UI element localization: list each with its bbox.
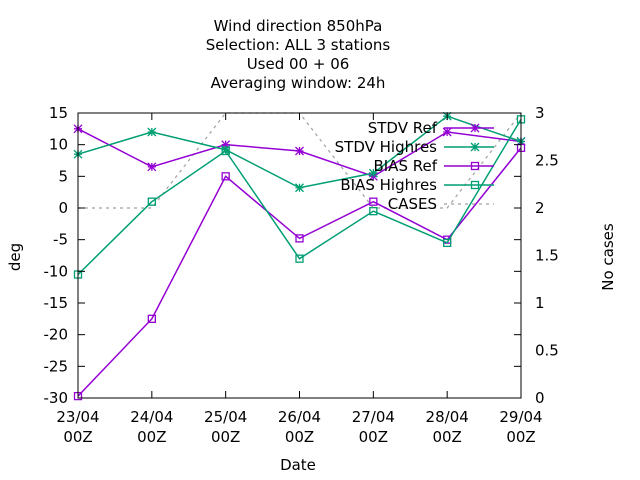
y-tick-label: -15 xyxy=(44,294,69,312)
square-marker xyxy=(295,234,304,243)
legend-label: BIAS Ref xyxy=(373,157,437,175)
x-tick-label: 00Z xyxy=(285,428,314,446)
star-marker xyxy=(295,183,304,193)
square-marker xyxy=(443,238,452,247)
x-tick-label: 28/04 xyxy=(426,408,469,426)
star-marker xyxy=(221,140,231,150)
y-tick-label: -20 xyxy=(44,326,69,344)
series-group xyxy=(73,111,526,401)
y-tick-label: 5 xyxy=(58,167,68,185)
x-tick-label: 24/04 xyxy=(130,408,173,426)
star-marker xyxy=(470,142,480,152)
square-marker xyxy=(147,197,156,206)
title-line: Selection: ALL 3 stations xyxy=(206,36,391,54)
star-marker xyxy=(147,127,157,137)
axes: 15 10 5 0 -5 -10 -15 -20 -25 -30 3 2.5 2 1.5 1 0.5 0 23/0… xyxy=(44,104,559,446)
x-tick-label: 00Z xyxy=(506,428,535,446)
star-marker xyxy=(147,162,157,172)
y2-tick-label: 0.5 xyxy=(535,342,559,360)
x-tick-label: 23/04 xyxy=(56,408,99,426)
legend-label: CASES xyxy=(388,195,437,213)
title-line: Used 00 + 06 xyxy=(247,55,350,73)
square-marker xyxy=(369,207,378,216)
y-axis-label: deg xyxy=(6,243,24,271)
y-tick-label: 10 xyxy=(49,136,68,154)
y2-tick-label: 2 xyxy=(535,199,545,217)
series-bias-ref xyxy=(73,143,526,401)
y2-tick-label: 0 xyxy=(535,389,545,407)
star-marker xyxy=(470,123,480,133)
series-stdv-ref xyxy=(73,124,526,181)
x-tick-label: 00Z xyxy=(137,428,166,446)
square-marker xyxy=(147,314,156,323)
x-tick-label: 00Z xyxy=(211,428,240,446)
x-axis-label: Date xyxy=(280,456,316,474)
y-tick-label: 15 xyxy=(49,104,68,122)
y2-tick-label: 1.5 xyxy=(535,247,559,265)
star-marker xyxy=(221,145,231,155)
legend-label: BIAS Highres xyxy=(340,176,437,194)
y-tick-label: -30 xyxy=(44,389,69,407)
x-tick-label: 00Z xyxy=(359,428,388,446)
star-marker xyxy=(368,168,378,178)
square-marker xyxy=(470,161,480,171)
legend-label: STDV Ref xyxy=(368,119,438,137)
y2-tick-label: 2.5 xyxy=(535,152,559,170)
x-tick-label: 25/04 xyxy=(204,408,247,426)
square-marker xyxy=(221,172,230,181)
square-marker xyxy=(295,254,304,263)
x-tick-label: 29/04 xyxy=(499,408,542,426)
y-tick-label: 0 xyxy=(58,199,68,217)
star-marker xyxy=(295,146,304,156)
x-tick-label: 00Z xyxy=(63,428,92,446)
series-line xyxy=(77,118,522,276)
y-tick-label: -25 xyxy=(44,357,69,375)
title-line: Averaging window: 24h xyxy=(211,74,386,92)
square-marker xyxy=(369,197,378,206)
square-marker xyxy=(470,180,480,190)
series-bias-highres xyxy=(73,115,526,279)
y2-axis-label: No cases xyxy=(599,223,617,291)
x-tick-label: 00Z xyxy=(432,428,461,446)
x-tick-label: 27/04 xyxy=(352,408,395,426)
y-tick-label: -10 xyxy=(44,262,69,280)
y-tick-label: -5 xyxy=(53,231,68,249)
star-marker xyxy=(442,127,452,137)
square-marker xyxy=(221,146,230,156)
x-tick-label: 26/04 xyxy=(278,408,321,426)
title-line: Wind direction 850hPa xyxy=(214,17,383,35)
y2-tick-label: 3 xyxy=(535,104,545,122)
y2-tick-label: 1 xyxy=(535,294,545,312)
legend-label: STDV Highres xyxy=(335,138,438,156)
